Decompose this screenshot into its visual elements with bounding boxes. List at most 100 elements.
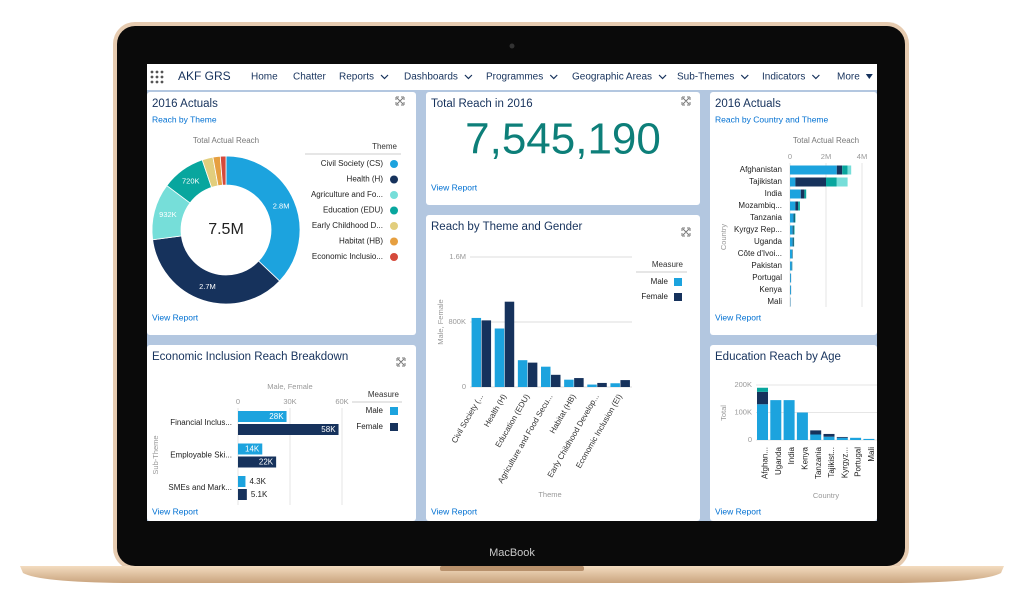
bar-segment xyxy=(836,177,848,187)
x-tick-label: 60K xyxy=(335,397,348,406)
y-tick-label: Tajikistan xyxy=(749,177,782,186)
device-label: MacBook xyxy=(489,547,535,559)
bar-segment xyxy=(793,237,795,247)
y-tick-label: Pakistan xyxy=(751,261,782,270)
view-report-link[interactable]: View Report xyxy=(431,506,478,516)
widget-title: 2016 Actuals xyxy=(715,98,781,110)
legend-swatch xyxy=(390,237,398,246)
bar xyxy=(551,374,561,387)
bar-segment xyxy=(770,400,782,440)
bar-segment xyxy=(790,177,796,187)
view-report-link[interactable]: View Report xyxy=(152,312,199,322)
nav-item[interactable]: Programmes xyxy=(486,72,543,83)
bar-segment xyxy=(826,177,837,187)
y-axis-title: Sub-Theme xyxy=(151,435,160,474)
dropdown-caret xyxy=(865,74,873,79)
y-tick-label: Kenya xyxy=(759,285,782,294)
legend-swatch xyxy=(390,206,398,215)
bar-segment xyxy=(850,437,862,440)
bar-segment xyxy=(757,404,768,440)
view-report-link[interactable]: View Report xyxy=(715,506,762,516)
bar-segment xyxy=(836,437,848,440)
nav-item[interactable]: Chatter xyxy=(293,72,326,83)
view-report-link[interactable]: View Report xyxy=(152,506,199,516)
bar-segment xyxy=(790,165,837,175)
legend-swatch xyxy=(390,423,398,431)
bar-segment xyxy=(836,165,843,175)
value-label: 14K xyxy=(245,445,260,454)
x-tick-label: Uganda xyxy=(774,446,783,475)
bar xyxy=(238,424,339,435)
x-tick-label: 0 xyxy=(236,397,240,406)
chart-title: Total Actual Reach xyxy=(193,136,259,145)
nav-item[interactable]: Indicators xyxy=(762,72,805,83)
value-label: 22K xyxy=(259,458,274,467)
expand-icon[interactable] xyxy=(681,227,691,237)
y-axis-title: Male, Female xyxy=(436,299,445,344)
chart-title: Total Actual Reach xyxy=(793,136,859,145)
app-launcher-dot xyxy=(150,80,154,84)
y-tick-label: Mali xyxy=(767,297,782,306)
bar-segment xyxy=(810,434,822,440)
expand-icon[interactable] xyxy=(681,96,691,106)
bar xyxy=(504,301,515,387)
bar-segment xyxy=(790,225,793,235)
bar-segment xyxy=(793,213,795,223)
y-tick-label: 200K xyxy=(734,380,752,389)
widget-title: Economic Inclusion Reach Breakdown xyxy=(152,351,348,363)
legend-title: Measure xyxy=(368,390,400,399)
y-tick-label: 800K xyxy=(448,317,466,326)
view-report-link[interactable]: View Report xyxy=(715,312,762,322)
nav-item[interactable]: Reports xyxy=(339,72,374,83)
bar-segment xyxy=(810,430,822,435)
y-tick-label: Portugal xyxy=(752,273,782,282)
x-axis-title: Country xyxy=(813,491,840,500)
y-tick-label: 0 xyxy=(462,382,466,391)
bar-segment xyxy=(795,177,826,187)
x-tick-label: Kenya xyxy=(801,446,810,469)
y-tick-label: Tanzania xyxy=(750,213,783,222)
x-tick-label: 4M xyxy=(857,152,867,161)
bar-segment xyxy=(823,433,835,437)
legend-label: Male xyxy=(651,277,669,286)
bar xyxy=(541,366,551,387)
x-tick-label: Tanzania xyxy=(814,446,823,479)
donut-slice xyxy=(152,235,281,305)
x-tick-label: Mali xyxy=(867,447,876,462)
app-launcher-dot xyxy=(155,75,159,79)
bar-segment xyxy=(793,225,795,235)
nav-item[interactable]: More xyxy=(837,72,860,83)
nav-item[interactable]: Dashboards xyxy=(404,72,458,83)
nav-item[interactable]: Home xyxy=(251,72,278,83)
expand-icon[interactable] xyxy=(396,357,406,367)
slice-label: 2.7M xyxy=(199,282,216,291)
view-report-link[interactable]: View Report xyxy=(431,182,478,192)
dropdown-caret xyxy=(549,74,558,80)
bar xyxy=(620,380,630,387)
legend-label: Female xyxy=(356,422,383,431)
legend-label: Economic Inclusio... xyxy=(312,252,383,261)
legend-title: Measure xyxy=(652,260,684,269)
bar xyxy=(494,328,505,387)
app-launcher-dot xyxy=(150,75,154,79)
expand-icon[interactable] xyxy=(395,96,405,106)
legend-label: Male xyxy=(366,406,384,415)
bar-segment xyxy=(792,237,794,247)
y-tick-label: India xyxy=(765,189,783,198)
nav-item[interactable]: Sub-Themes xyxy=(677,72,734,83)
slice-label: 2.8M xyxy=(273,201,290,210)
widget-title: Education Reach by Age xyxy=(715,351,841,363)
y-tick-label: 0 xyxy=(748,435,752,444)
nav-item[interactable]: Geographic Areas xyxy=(572,72,652,83)
x-tick-label: Kyrgyz... xyxy=(840,447,849,478)
bar xyxy=(238,456,277,468)
legend-swatch xyxy=(674,278,682,286)
legend-swatch xyxy=(390,407,398,415)
legend-swatch xyxy=(390,175,398,184)
app-launcher-dot xyxy=(150,70,154,74)
bar xyxy=(597,382,607,387)
app-launcher-dot xyxy=(160,75,164,79)
legend-title: Theme xyxy=(372,142,397,151)
